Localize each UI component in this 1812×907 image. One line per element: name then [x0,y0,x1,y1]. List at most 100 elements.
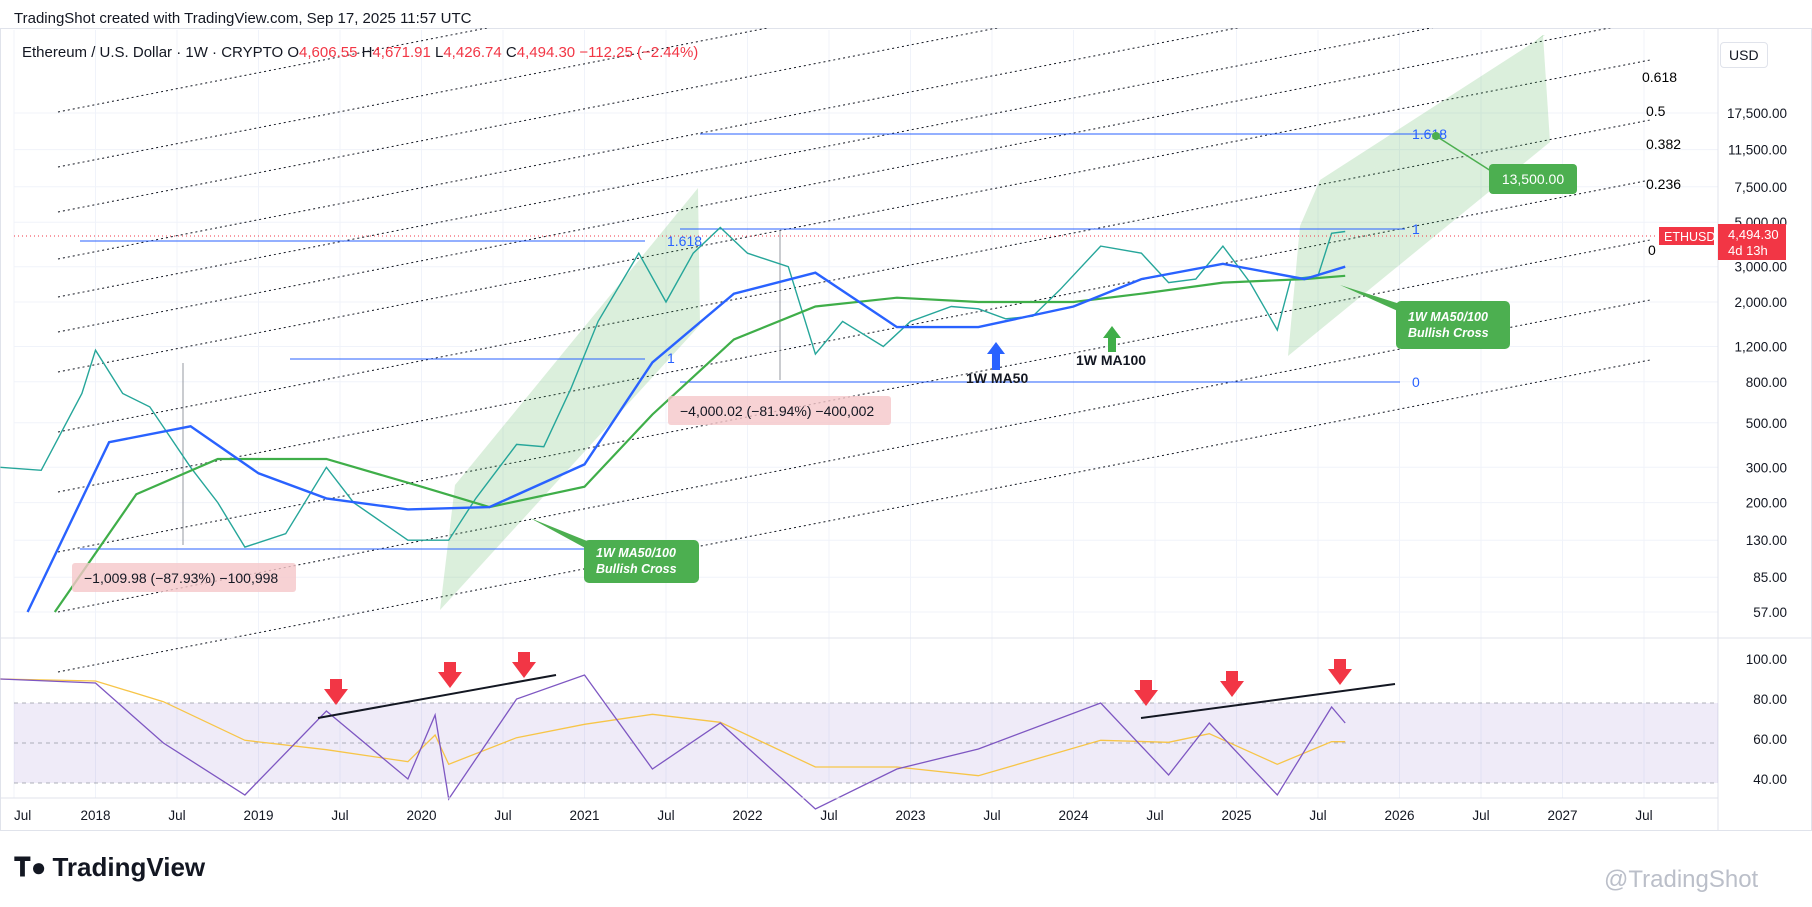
symbol-legend[interactable]: Ethereum / U.S. Dollar · 1W · CRYPTO O4,… [22,44,699,61]
cross-2020-label-line2: Bullish Cross [596,562,677,576]
rsi-tick-label: 80.00 [1753,692,1787,707]
time-tick-label: Jul [14,808,31,823]
price-tick-label: 1,200.00 [1734,340,1787,355]
price-tick-label: 17,500.00 [1727,106,1787,121]
rsi-axis: 100.00 80.00 60.00 40.00 [1746,652,1787,787]
time-tick-label: Jul [168,808,185,823]
red-arrow-icon [1134,680,1158,706]
channel-line [57,299,1651,613]
cross-2025-pointer [1340,285,1400,312]
time-tick-label: 2027 [1547,808,1577,823]
cross-2020-box [584,540,699,583]
tradingview-logo-icon: 𝐓● [14,852,47,882]
drop-2018-label: −1,009.98 (−87.93%) −100,998 [84,570,278,586]
time-tick-label: Jul [1309,808,1326,823]
fib-2022-1618-label: 1.618 [667,233,702,249]
channel-level-0236: 0.236 [1646,176,1681,192]
time-tick-label: Jul [983,808,1000,823]
price-tick-label: 130.00 [1746,533,1787,548]
currency-button[interactable]: USD [1720,42,1768,68]
cross-2020-pointer [530,518,587,549]
channel-level-0618: 0.618 [1642,69,1677,85]
time-axis: Jul 2018 Jul 2019 Jul 2020 Jul 2021 Jul 2022 Jul 20… [14,808,1653,823]
change-value: −112.25 (−2.44%) [579,44,699,61]
time-tick-label: Jul [1146,808,1163,823]
channel-level-0: 0 [1648,242,1656,258]
channel-line [57,28,1240,260]
price-tag-ticker: ETHUSD [1664,230,1715,244]
channel-line [57,359,1651,673]
time-tick-label: 2022 [732,808,762,823]
price-tick-label: 85.00 [1753,570,1787,585]
time-tick-label: Jul [657,808,674,823]
rsi-arrows [324,652,1352,706]
open-value: 4,606.55 [299,44,358,61]
symbol-name: Ethereum / U.S. Dollar · 1W · CRYPTO [22,44,284,61]
ma100-arrow-icon [1103,326,1121,352]
channel-line [57,179,1651,493]
drop-2022-label: −4,000.02 (−81.94%) −400,002 [680,403,874,419]
time-tick-label: Jul [1472,808,1489,823]
price-tag-countdown: 4d 13h [1728,243,1768,258]
channel-level-0382: 0.382 [1646,136,1681,152]
ma50-line [26,262,1346,613]
time-tick-label: Jul [494,808,511,823]
low-value: 4,426.74 [443,44,502,61]
time-tick-label: Jul [331,808,348,823]
rsi-tick-label: 40.00 [1753,772,1787,787]
channel-level-05: 0.5 [1646,103,1666,119]
price-tick-label: 300.00 [1746,460,1787,475]
channel-line [57,28,1612,333]
price-tick-label: 2,000.00 [1734,295,1787,310]
fib-2022-1-label: 1 [667,350,675,366]
ma50-label: 1W MA50 [966,370,1028,386]
rsi-trendline-2025 [1140,683,1396,719]
time-tick-label: Jul [820,808,837,823]
time-tick-label: 2018 [80,808,110,823]
price-tick-label: 800.00 [1746,375,1787,390]
drop-2018-box [72,563,296,592]
created-by-header: TradingShot created with TradingView.com… [14,10,472,27]
ma100-label: 1W MA100 [1076,352,1146,368]
price-tag-ticker-box [1659,227,1714,245]
fib-extension-lines [80,133,1445,550]
bull-channel-2025 [1288,35,1550,356]
channel-line [57,28,1000,213]
grid [13,30,1718,798]
measure-lines [182,230,781,545]
rsi-tick-label: 60.00 [1753,732,1787,747]
price-tick-label: 500.00 [1746,416,1787,431]
time-tick-label: Jul [1635,808,1652,823]
time-tick-label: 2026 [1384,808,1414,823]
red-arrow-icon [438,662,462,688]
price-tag-price: 4,494.30 [1728,227,1779,242]
drop-2022-box [668,396,891,425]
target-box [1489,164,1577,194]
tradingview-logo[interactable]: 𝐓● TradingView [14,852,206,882]
time-tick-label: 2025 [1221,808,1251,823]
target-point [1432,132,1440,140]
close-value: 4,494.30 [516,44,576,61]
channel-line [57,59,1651,373]
cross-2025-label-line2: Bullish Cross [1408,326,1489,340]
cross-2020-label-line1: 1W MA50/100 [596,546,676,560]
red-arrow-icon [1328,659,1352,685]
cross-2025-label-line1: 1W MA50/100 [1408,310,1488,324]
channel-line [57,28,1434,298]
price-tick-label: 7,500.00 [1734,180,1787,195]
time-tick-label: 2019 [243,808,273,823]
price-chart[interactable]: 1.618 1 1.618 1 0 0 0.618 0.5 0.382 0.23… [0,28,1812,831]
eth-price-line [0,226,1346,548]
time-tick-label: 2021 [569,808,599,823]
ma50-arrow-icon [987,342,1005,370]
fib-2025-1-label: 1 [1412,221,1420,237]
rsi-tick-label: 100.00 [1746,652,1787,667]
rsi-line [0,674,1346,810]
tradingshot-watermark: @TradingShot [1604,866,1759,893]
price-tick-label: 3,000.00 [1734,260,1787,275]
time-tick-label: 2024 [1058,808,1089,823]
fib-2025-0-label: 0 [1412,374,1420,390]
ma100-line [53,274,1346,613]
rsi-trendline-2020 [317,674,557,719]
price-tick-label: 200.00 [1746,496,1787,511]
